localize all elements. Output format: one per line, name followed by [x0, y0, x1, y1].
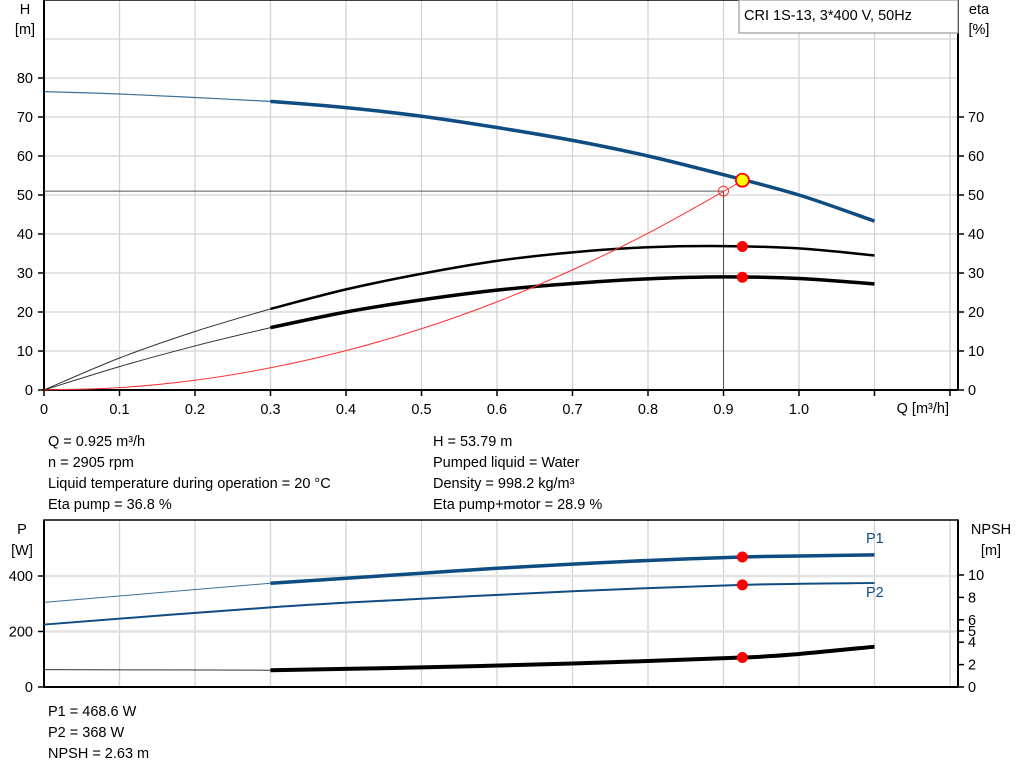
eta-tick-label: 70 — [968, 110, 984, 126]
npsh-tick-label: 6 — [968, 613, 976, 629]
h-axis-unit: [m] — [15, 22, 35, 38]
p2-series-label: P2 — [866, 585, 884, 601]
eta-axis-label: eta — [969, 2, 990, 18]
npsh-tick-label: 8 — [968, 590, 976, 606]
eta-axis-unit: [%] — [969, 22, 990, 38]
head-thin-segment — [43, 91, 271, 102]
eta-pump-motor-point-marker — [736, 271, 748, 283]
p-tick-label: 400 — [9, 569, 33, 585]
npsh-thin-segment — [43, 669, 271, 671]
h-tick-label: 0 — [25, 383, 33, 399]
title-box — [738, 0, 959, 34]
x-tick-label: 0.8 — [638, 402, 658, 418]
npsh-axis-label: NPSH — [971, 522, 1011, 538]
q-axis-label: Q [m³/h] — [897, 401, 949, 417]
x-tick-label: 0.5 — [411, 402, 431, 418]
eta-pump-motor-curve — [270, 275, 875, 330]
requested-point-marker — [718, 185, 729, 197]
x-tick-label: 0 — [40, 402, 48, 418]
head-curve — [270, 99, 876, 223]
npsh-tick-label: 5 — [968, 624, 976, 640]
info-q: Q = 0.925 m³/h — [48, 434, 145, 450]
top-grid — [44, 0, 958, 390]
info-h: H = 53.79 m — [433, 434, 512, 450]
npsh-tick-label: 0 — [968, 680, 976, 696]
h-tick-label: 50 — [17, 188, 33, 204]
npsh-tick-label: 4 — [968, 635, 976, 651]
x-tick-label: 0.2 — [185, 402, 205, 418]
bottom-grid — [44, 520, 958, 687]
info-p2: P2 = 368 W — [48, 725, 124, 741]
eta-tick-label: 30 — [968, 266, 984, 282]
top-ticks: 0 0.1 0.2 0.3 0.4 0.5 0.6 0.7 0.8 0.9 1.0 0 10 20 30 40… — [17, 71, 984, 418]
h-tick-label: 30 — [17, 266, 33, 282]
h-tick-label: 60 — [17, 149, 33, 165]
h-tick-label: 80 — [17, 71, 33, 87]
eta-tick-label: 0 — [968, 383, 976, 399]
h-tick-label: 20 — [17, 305, 33, 321]
x-tick-label: 0.1 — [109, 402, 129, 418]
info-npsh: NPSH = 2.63 m — [48, 746, 149, 762]
p2-point-marker — [736, 579, 748, 591]
system-curve — [43, 179, 743, 391]
p-tick-label: 200 — [9, 625, 33, 641]
p-tick-label: 0 — [25, 680, 33, 696]
eta-pump-point-marker — [736, 240, 748, 252]
npsh-tick-label: 10 — [968, 568, 984, 584]
info-liquid: Pumped liquid = Water — [433, 455, 580, 471]
info-n: n = 2905 rpm — [48, 455, 134, 471]
x-tick-label: 0.3 — [260, 402, 280, 418]
eta-tick-label: 50 — [968, 188, 984, 204]
p1-series-label: P1 — [866, 531, 884, 547]
eta-pump-motor-thin-segment — [43, 327, 271, 391]
bottom-ticks: 0 200 400 0 2 456 8 10 — [9, 568, 984, 696]
h-tick-label: 40 — [17, 227, 33, 243]
npsh-tick-label: 2 — [968, 658, 976, 674]
duty-point-marker — [734, 172, 750, 188]
npsh-axis-unit: [m] — [981, 543, 1001, 559]
x-tick-label: 0.6 — [487, 402, 507, 418]
info-eta-pump: Eta pump = 36.8 % — [48, 497, 172, 513]
chart-title: CRI 1S-13, 3*400 V, 50Hz — [744, 8, 912, 24]
power-info: P1 = 468.6 W P2 = 368 W NPSH = 2.63 m — [48, 704, 149, 762]
h-tick-label: 10 — [17, 344, 33, 360]
p-axis-unit: [W] — [11, 543, 33, 559]
p1-thin-segment — [43, 582, 271, 603]
eta-tick-label: 20 — [968, 305, 984, 321]
p2-curve — [43, 581, 875, 626]
eta-tick-label: 40 — [968, 227, 984, 243]
bottom-curves — [43, 551, 875, 673]
npsh-curve — [270, 644, 875, 673]
bottom-plot-frame — [43, 519, 959, 688]
p-axis-label: P — [17, 522, 27, 538]
h-axis-label: H — [20, 2, 30, 18]
eta-pump-curve — [270, 244, 875, 311]
top-curves — [43, 91, 876, 391]
info-temperature: Liquid temperature during operation = 20… — [48, 476, 331, 492]
x-tick-label: 0.4 — [336, 402, 356, 418]
p1-point-marker — [736, 551, 748, 563]
p1-curve — [270, 553, 875, 585]
x-tick-label: 0.7 — [562, 402, 582, 418]
eta-tick-label: 10 — [968, 344, 984, 360]
eta-pump-thin-segment — [43, 308, 271, 391]
eta-tick-label: 60 — [968, 149, 984, 165]
operating-info: Q = 0.925 m³/h n = 2905 rpm Liquid tempe… — [48, 434, 602, 513]
info-p1: P1 = 468.6 W — [48, 704, 137, 720]
x-tick-label: 0.9 — [713, 402, 733, 418]
x-tick-label: 1.0 — [789, 402, 809, 418]
info-eta-total: Eta pump+motor = 28.9 % — [433, 497, 602, 513]
info-density: Density = 998.2 kg/m³ — [433, 476, 575, 492]
npsh-point-marker — [736, 652, 748, 664]
h-tick-label: 70 — [17, 110, 33, 126]
